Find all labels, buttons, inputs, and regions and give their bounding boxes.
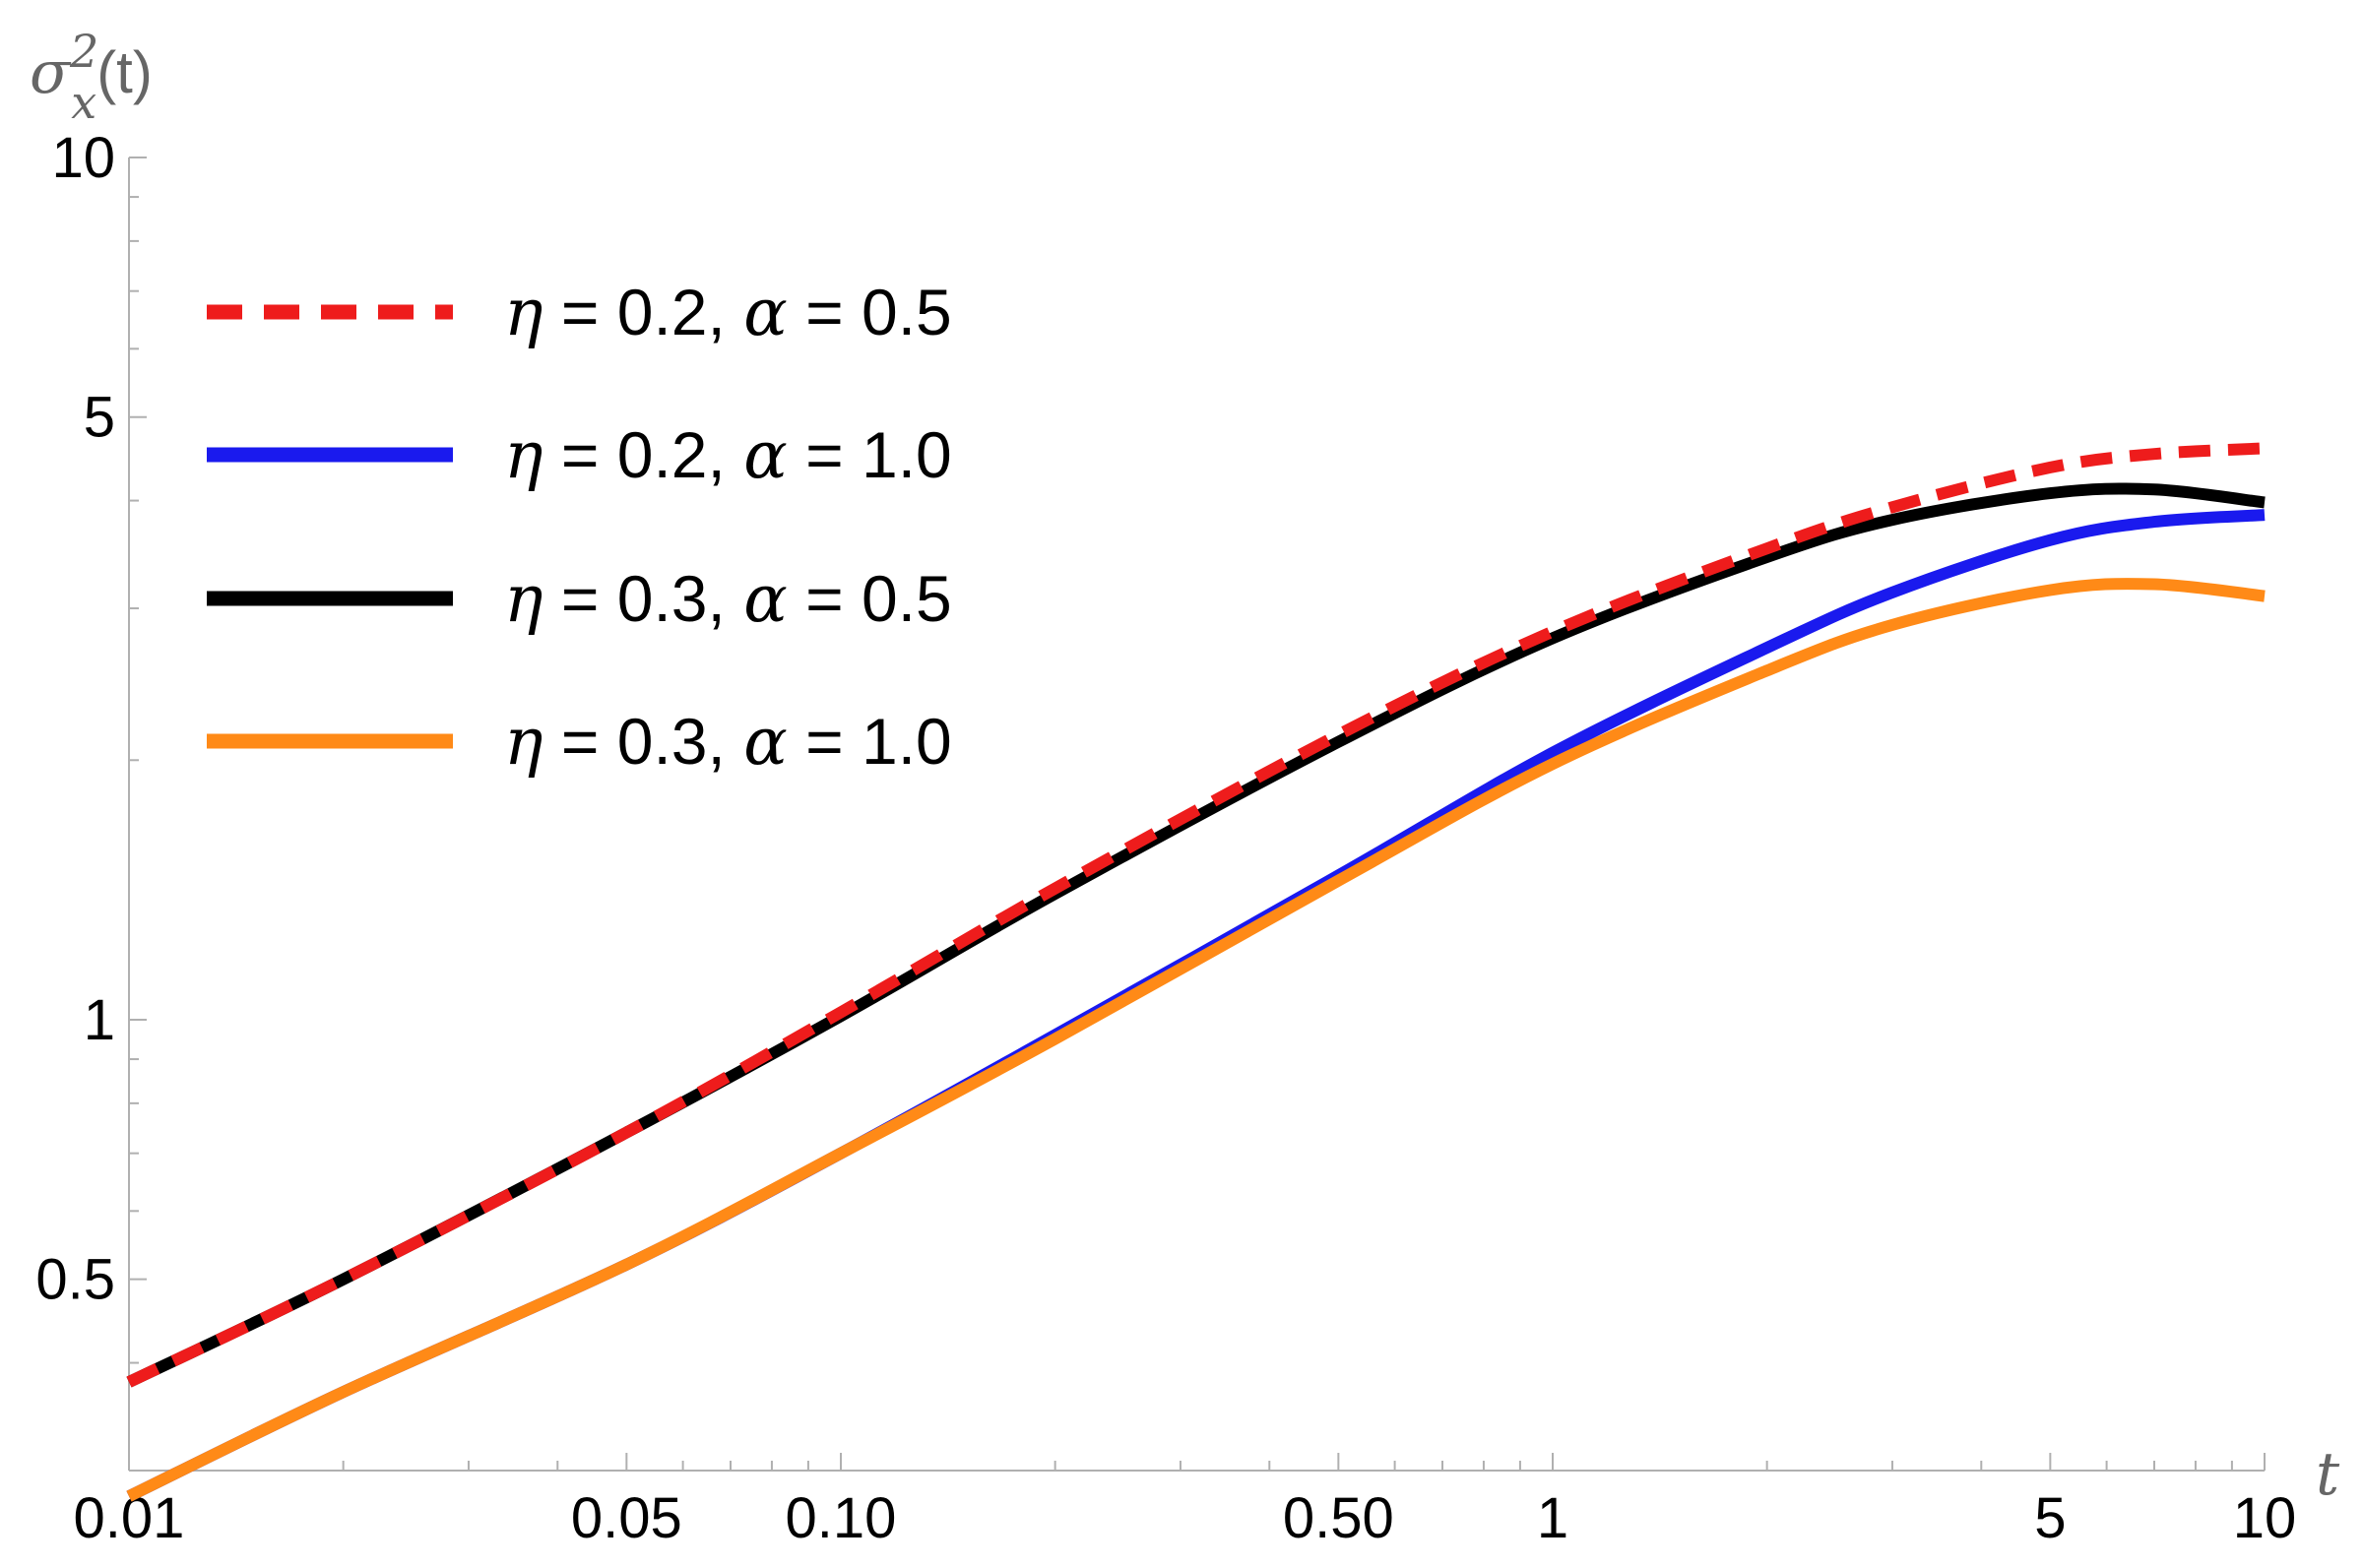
series-line	[126, 482, 2266, 1388]
legend-eta-symbol: η	[504, 704, 543, 780]
legend-eta-value: 0.3	[617, 562, 708, 635]
legend-alpha-eq: =	[788, 705, 862, 778]
legend-label: η = 0.2, α = 0.5	[504, 275, 952, 350]
x-tick-label: 10	[2233, 1486, 2297, 1550]
plot-frame	[128, 157, 2265, 1472]
legend-sep: ,	[708, 418, 744, 491]
legend-alpha-symbol: α	[743, 704, 788, 780]
legend-alpha-symbol: α	[743, 275, 788, 350]
legend-eta-symbol: η	[504, 275, 543, 350]
legend-label: η = 0.3, α = 1.0	[504, 704, 952, 780]
legend-alpha-value: 0.5	[862, 276, 952, 348]
x-tick-label: 5	[2034, 1486, 2066, 1550]
series-line	[126, 578, 2266, 1502]
legend-alpha-eq: =	[788, 276, 862, 348]
x-tick-label: 0.05	[571, 1486, 682, 1550]
legend-alpha-eq: =	[788, 562, 862, 635]
legend-alpha-value: 1.0	[862, 705, 952, 778]
legend-sep: ,	[708, 562, 744, 635]
legend-label: η = 0.2, α = 1.0	[504, 417, 952, 493]
legend-item: η = 0.3, α = 1.0	[207, 704, 952, 780]
y-axis-title: σ2 x(t)	[30, 25, 153, 129]
series-line	[126, 442, 2266, 1388]
x-tick-label: 0.10	[786, 1486, 897, 1550]
legend-item: η = 0.2, α = 1.0	[207, 417, 952, 493]
legend-sep: ,	[708, 276, 744, 348]
y-tick-label: 5	[84, 386, 115, 450]
x-tick-label: 0.50	[1283, 1486, 1394, 1550]
x-axis-title: t	[2316, 1440, 2340, 1509]
legend-eta-symbol: η	[504, 561, 543, 637]
legend-eta-eq: =	[543, 276, 617, 348]
legend-alpha-eq: =	[788, 418, 862, 491]
legend-alpha-symbol: α	[743, 417, 788, 493]
legend-item: η = 0.2, α = 0.5	[207, 275, 952, 350]
y-tick-label: 0.5	[35, 1248, 115, 1312]
legend-label: η = 0.3, α = 0.5	[504, 561, 952, 637]
legend-eta-eq: =	[543, 562, 617, 635]
legend-eta-eq: =	[543, 705, 617, 778]
legend: η = 0.2, α = 0.5 η = 0.2, α = 1.0 η = 0.…	[207, 275, 952, 780]
y-axis-title-subscript: x	[71, 76, 96, 129]
legend-eta-value: 0.2	[617, 418, 708, 491]
legend-sep: ,	[708, 705, 744, 778]
x-tick-label: 0.01	[74, 1486, 185, 1550]
legend-eta-symbol: η	[504, 417, 543, 493]
y-ticks: 0.5 1 5 10	[35, 126, 147, 1472]
legend-eta-eq: =	[543, 418, 617, 491]
y-tick-label: 10	[51, 126, 115, 190]
legend-alpha-value: 1.0	[862, 418, 952, 491]
y-tick-label: 1	[84, 988, 115, 1052]
y-axis-title-symbol: σ	[30, 38, 72, 107]
legend-item: η = 0.3, α = 0.5	[207, 561, 952, 637]
x-tick-label: 1	[1537, 1486, 1568, 1550]
legend-eta-value: 0.2	[617, 276, 708, 348]
series-layer	[126, 442, 2266, 1502]
legend-eta-value: 0.3	[617, 705, 708, 778]
legend-alpha-symbol: α	[743, 561, 788, 637]
y-axis-title-arg: (t)	[96, 39, 153, 105]
x-ticks: 0.01 0.05 0.10 0.50 1 5 10	[74, 1453, 2297, 1550]
y-axis-title-superscript: 2	[69, 25, 98, 78]
legend-alpha-value: 0.5	[862, 562, 952, 635]
